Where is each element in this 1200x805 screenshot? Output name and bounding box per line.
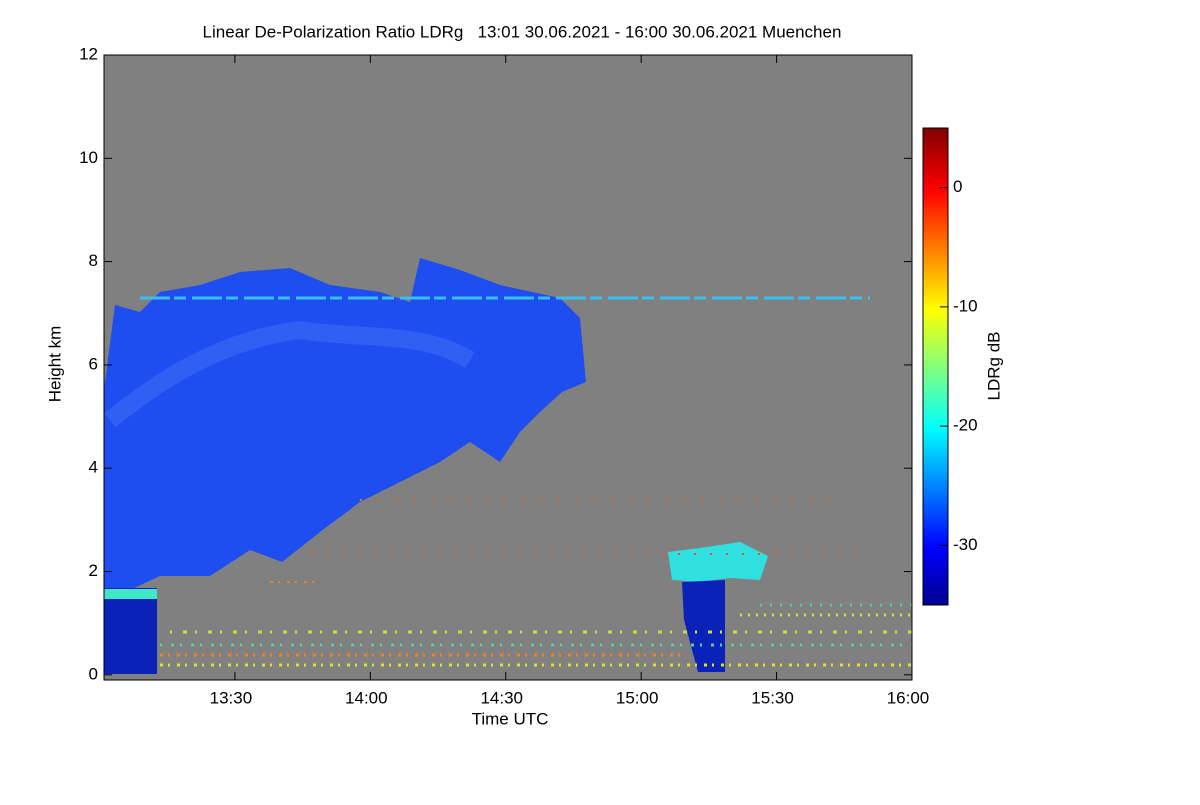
y-tick-label: 8 xyxy=(89,251,98,270)
x-tick-label: 13:30 xyxy=(210,688,253,707)
aerosol-noise xyxy=(160,499,912,667)
colorbar-tick-label: -10 xyxy=(953,296,978,315)
colorbar-tick-label: -20 xyxy=(953,416,978,435)
y-tick-label: 6 xyxy=(89,354,98,373)
cloud-top xyxy=(668,542,768,582)
y-tick-label: 2 xyxy=(89,561,98,580)
cloud-base xyxy=(104,589,157,599)
x-tick-label: 15:00 xyxy=(616,688,659,707)
colorbar-label: LDRg dB xyxy=(984,332,1003,401)
colorbar xyxy=(922,127,949,606)
y-tick-label: 4 xyxy=(89,458,98,477)
chart-title: Linear De-Polarization Ratio LDRg 13:01 … xyxy=(203,22,842,41)
cloud-texture xyxy=(104,320,475,428)
plot-frame xyxy=(103,54,913,681)
colorbar-tick-label: 0 xyxy=(953,177,962,196)
y-axis-label: Height km xyxy=(45,326,64,403)
colorbar-tick-label: -30 xyxy=(953,535,978,554)
low-cloud xyxy=(104,588,157,674)
y-tick-label: 10 xyxy=(79,148,98,167)
x-tick-label: 16:00 xyxy=(887,688,930,707)
plot-area xyxy=(104,55,912,680)
x-tick-label: 14:30 xyxy=(480,688,523,707)
y-tick-label: 0 xyxy=(89,664,98,683)
y-tick-label: 12 xyxy=(79,44,98,63)
x-tick-label: 15:30 xyxy=(751,688,794,707)
x-axis-label: Time UTC xyxy=(472,709,549,728)
x-tick-label: 14:00 xyxy=(345,688,388,707)
precip-column xyxy=(682,580,725,672)
